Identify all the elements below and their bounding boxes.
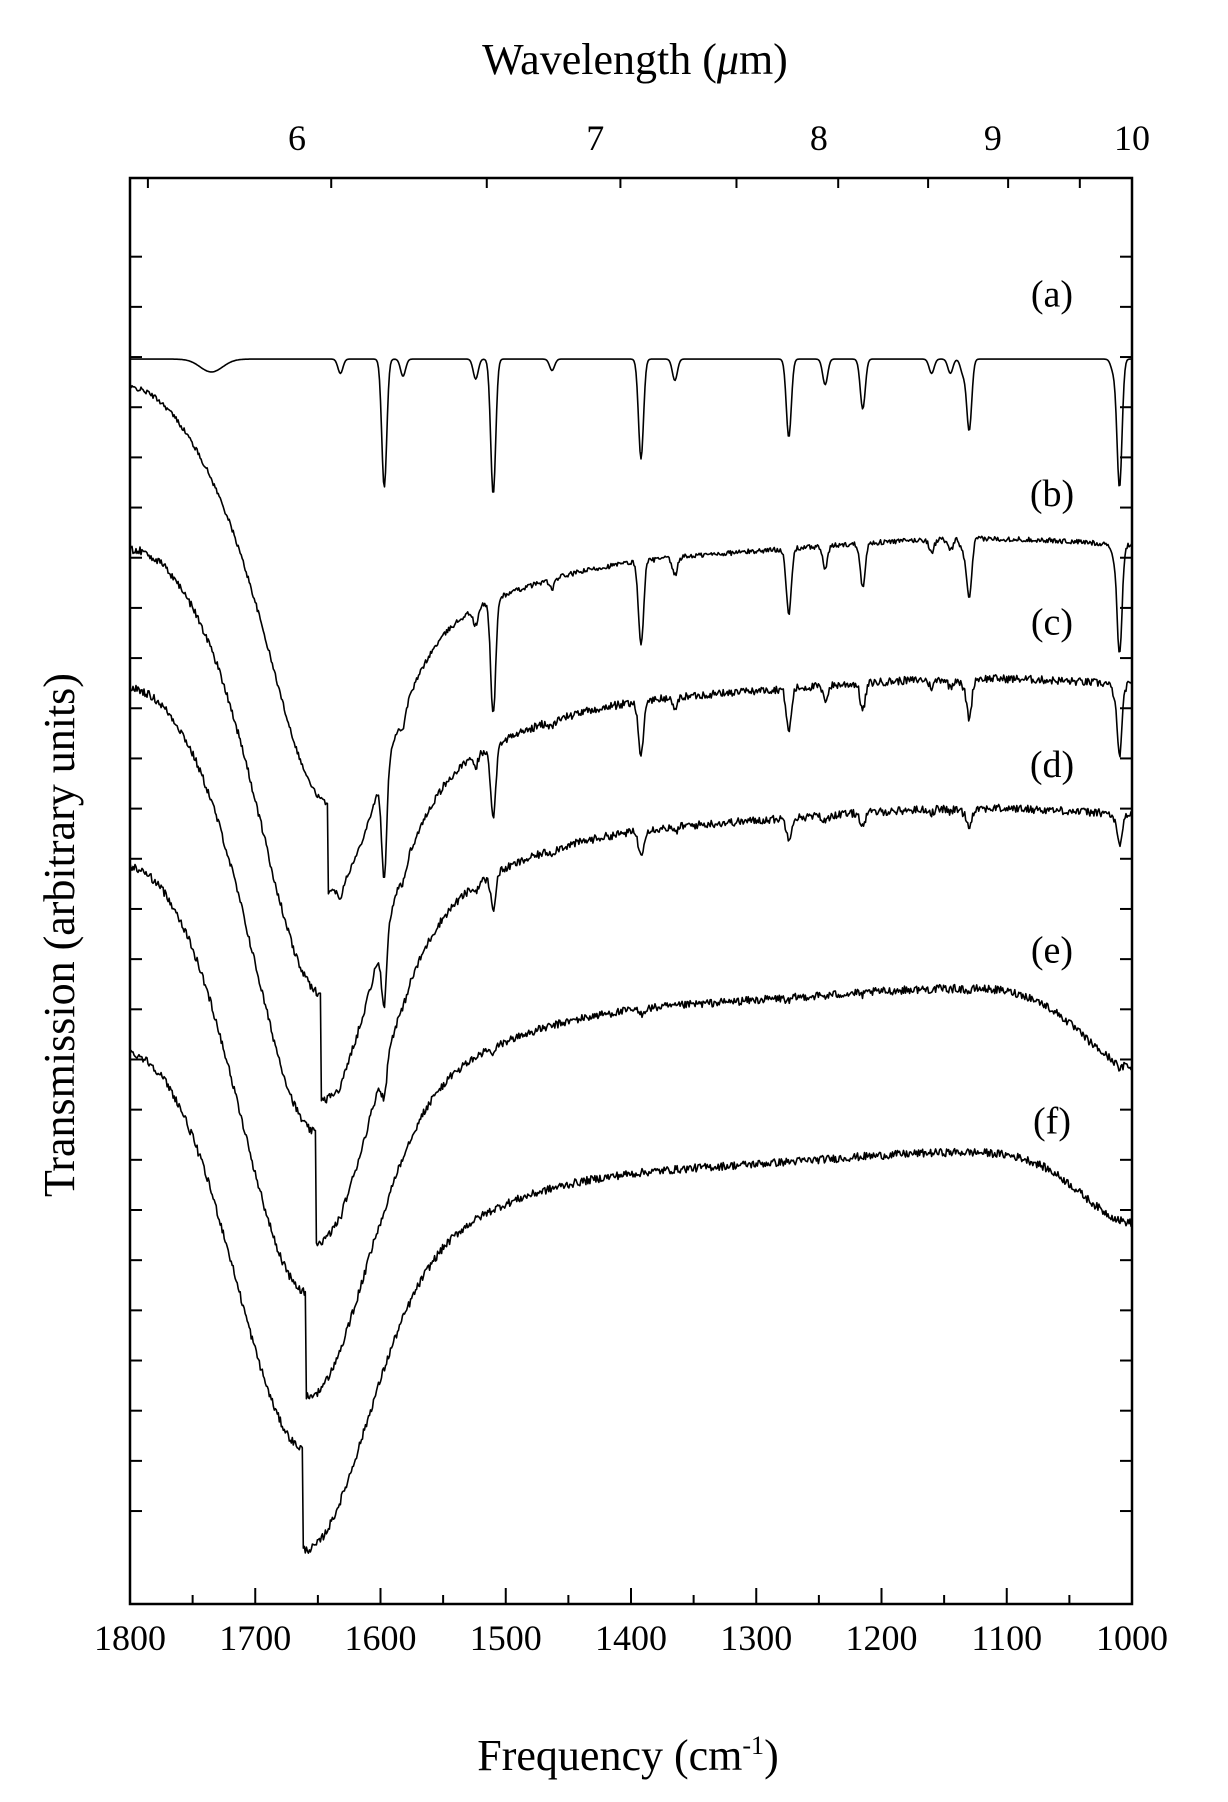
x2-tick-label-8: 8 xyxy=(810,118,828,158)
series-label-c: (c) xyxy=(1031,601,1073,643)
x-axis-ticks: 1800 1700 1600 1500 1400 1300 1200 1100 1000 xyxy=(94,1588,1168,1658)
x2-tick-label-7: 7 xyxy=(586,118,604,158)
x-tick-label-1700: 1700 xyxy=(219,1618,291,1658)
series-traces xyxy=(129,358,1133,1554)
series-label-f: (f) xyxy=(1033,1100,1071,1142)
x2-axis-title: Wavelength (μm) xyxy=(482,35,788,84)
series-labels: (a) (b) (c) (d) (e) (f) xyxy=(1030,273,1074,1142)
x-tick-label-1500: 1500 xyxy=(470,1618,542,1658)
series-trace-c xyxy=(129,545,1133,1104)
series-trace-b xyxy=(129,384,1133,900)
series-label-d: (d) xyxy=(1030,744,1074,786)
x-tick-label-1000: 1000 xyxy=(1096,1618,1168,1658)
x-tick-label-1600: 1600 xyxy=(345,1618,417,1658)
series-label-b: (b) xyxy=(1030,473,1074,515)
x-tick-label-1400: 1400 xyxy=(595,1618,667,1658)
x-tick-label-1200: 1200 xyxy=(846,1618,918,1658)
x-tick-label-1100: 1100 xyxy=(971,1618,1042,1658)
x-tick-label-1300: 1300 xyxy=(720,1618,792,1658)
series-trace-a xyxy=(130,358,1132,493)
x2-tick-label-9: 9 xyxy=(984,118,1002,158)
series-trace-f xyxy=(129,1049,1133,1554)
plot-frame xyxy=(128,176,1134,1606)
series-trace-e xyxy=(129,863,1133,1400)
plot-border xyxy=(128,176,1134,1606)
x2-tick-label-6: 6 xyxy=(288,118,306,158)
x2-tick-label-10: 10 xyxy=(1114,118,1150,158)
series-label-a: (a) xyxy=(1031,273,1073,315)
x2-axis-ticks: 6 7 8 9 10 xyxy=(146,118,1150,188)
x-axis-title: Frequency (cm-1) xyxy=(477,1731,778,1780)
y-axis-title: Transmission (arbitrary units) xyxy=(35,673,84,1197)
series-label-e: (e) xyxy=(1031,929,1073,971)
series-trace-d xyxy=(129,684,1133,1247)
x-tick-label-1800: 1800 xyxy=(94,1618,166,1658)
y-axis-ticks xyxy=(130,255,1132,1513)
